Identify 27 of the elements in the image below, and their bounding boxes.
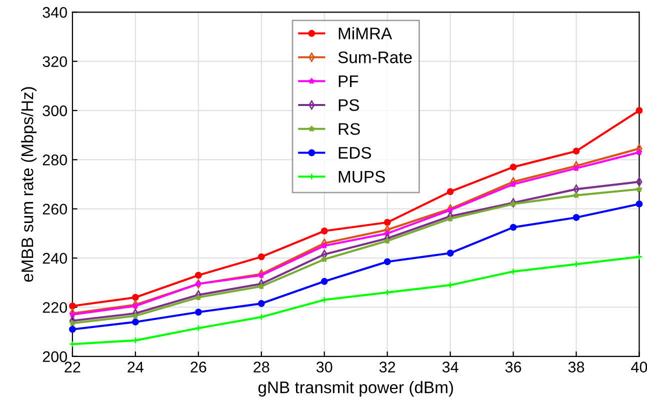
x-tick-label: 28 [254, 362, 270, 372]
x-tick-label: 24 [128, 362, 144, 372]
y-tick-label: 340 [42, 7, 68, 18]
legend-label: Sum-Rate [338, 51, 412, 64]
x-tick-label: 40 [631, 362, 647, 372]
y-tick-label: 200 [42, 351, 68, 362]
x-tick-label: 30 [316, 362, 332, 372]
y-tick-label: 240 [42, 252, 68, 264]
x-tick-label: 34 [442, 362, 458, 372]
legend-label: PF [338, 76, 358, 87]
legend-label: EDS [338, 146, 372, 159]
x-tick-label: 26 [190, 362, 206, 372]
legend-label: MiMRA [338, 27, 392, 40]
y-tick-label: 280 [42, 154, 68, 166]
x-tick-label: 32 [379, 362, 396, 372]
y-tick-label: 320 [42, 56, 68, 68]
y-tick-label: 220 [42, 302, 68, 313]
x-tick-label: 22 [64, 362, 80, 372]
y-tick-label: 260 [42, 204, 68, 215]
legend-label: PS [338, 99, 359, 111]
legend-label: RS [338, 123, 360, 135]
y-axis-title: eMBB sum rate (Mbps/Hz) [21, 87, 37, 282]
y-tick-label: 300 [42, 105, 68, 116]
x-tick-label: 38 [568, 362, 584, 372]
x-tick-label: 36 [505, 362, 522, 372]
legend-label: MUPS [338, 170, 385, 183]
x-axis-title: gNB transmit power (dBm) [258, 381, 453, 397]
